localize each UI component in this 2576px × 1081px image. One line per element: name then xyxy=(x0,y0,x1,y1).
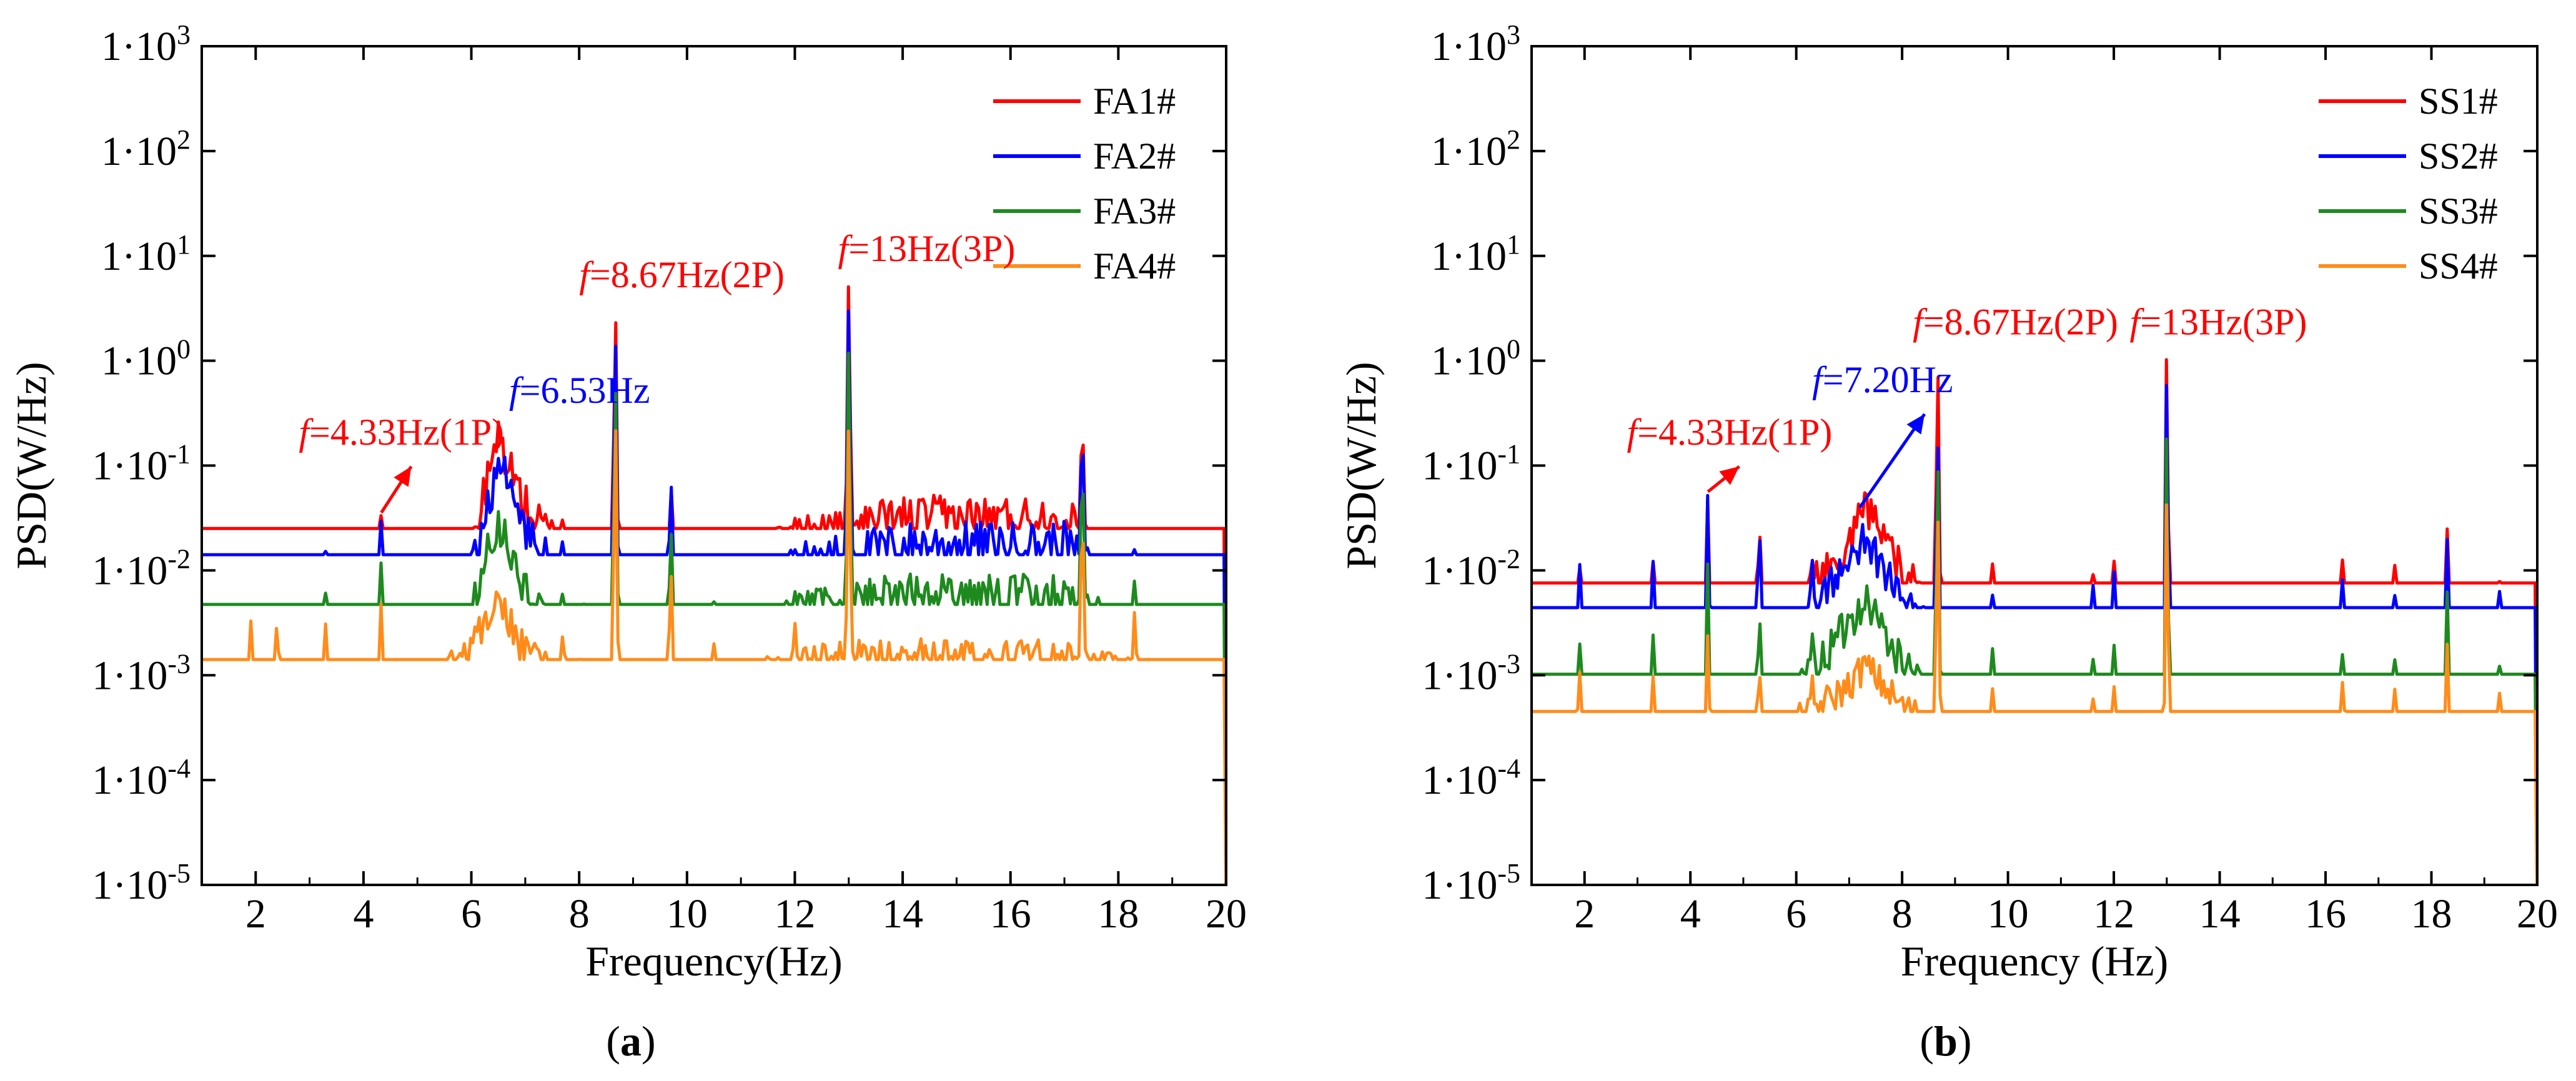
y-tick-label: 1·102 xyxy=(1431,124,1520,174)
y-tick-label: 1·100 xyxy=(101,334,191,384)
y-tick-label: 1·10-3 xyxy=(92,648,191,698)
y-axis-label: PSD(W/Hz) xyxy=(7,362,55,569)
legend-label: FA1# xyxy=(1093,81,1176,122)
y-tick-label: 1·10-5 xyxy=(92,858,191,908)
legend-label: FA2# xyxy=(1093,136,1176,177)
annotation-arrow xyxy=(1858,413,1926,509)
annotation-arrowhead xyxy=(1719,466,1740,485)
y-tick-label: 1·10-4 xyxy=(1422,753,1520,803)
series-line-SS2# xyxy=(1532,383,2537,885)
panel-label: (a) xyxy=(606,1017,655,1065)
x-tick-label: 20 xyxy=(1206,891,1247,937)
legend-label: FA4# xyxy=(1093,245,1176,287)
x-tick-label: 4 xyxy=(1680,891,1701,937)
plot-area xyxy=(202,285,1226,885)
peak-annotation: f=13Hz(3P) xyxy=(838,228,1016,269)
chart-panel-b: 2 4 6 8 10 12 14 16 18 20 1·10-5 1·10-4 1·10-3 1·10-2… xyxy=(1337,19,2558,1065)
x-tick-label: 20 xyxy=(2517,891,2558,937)
series-line-FA4# xyxy=(202,429,1226,885)
x-tick-label: 14 xyxy=(2199,891,2241,937)
peak-annotation: f=13Hz(3P) xyxy=(2130,302,2307,343)
y-tick-label: 1·102 xyxy=(101,124,191,174)
peak-annotation: f=8.67Hz(2P) xyxy=(1913,302,2118,343)
series-line-FA1# xyxy=(202,285,1226,885)
x-tick-label: 10 xyxy=(1988,891,2029,937)
annotation-arrowhead xyxy=(1906,413,1925,435)
y-tick-label: 1·10-4 xyxy=(92,753,191,803)
x-tick-label: 6 xyxy=(461,891,482,937)
x-tick-label: 16 xyxy=(2305,891,2346,937)
plot-frame xyxy=(201,45,1227,886)
legend-label: SS3# xyxy=(2419,190,2498,232)
x-tick-label: 2 xyxy=(1574,891,1595,937)
series-line-SS3# xyxy=(1532,437,2537,885)
y-tick-label: 1·103 xyxy=(101,19,191,69)
y-tick-label: 1·101 xyxy=(101,229,191,279)
x-tick-label: 2 xyxy=(245,891,266,937)
peak-annotation: f=8.67Hz(2P) xyxy=(579,254,785,295)
x-tick-label: 6 xyxy=(1786,891,1806,937)
peak-annotation: f=7.20Hz xyxy=(1812,359,1953,400)
legend-label: FA3# xyxy=(1093,190,1176,232)
x-tick-label: 14 xyxy=(882,891,923,937)
y-tick-label: 1·10-3 xyxy=(1422,648,1520,698)
panel-label: (b) xyxy=(1920,1017,1971,1065)
y-tick-label: 1·10-2 xyxy=(1422,543,1520,593)
series-line-FA3# xyxy=(202,352,1226,885)
plot-frame xyxy=(1530,45,2539,886)
peak-annotation: f=6.53Hz xyxy=(509,370,650,411)
legend-label: SS4# xyxy=(2419,245,2498,287)
y-tick-label: 1·10-5 xyxy=(1422,858,1520,908)
x-tick-label: 18 xyxy=(1097,891,1139,937)
y-tick-label: 1·10-1 xyxy=(92,439,191,489)
legend-label: SS2# xyxy=(2419,136,2498,177)
y-tick-label: 1·101 xyxy=(1431,229,1520,279)
x-tick-label: 4 xyxy=(353,891,374,937)
x-tick-label: 12 xyxy=(774,891,815,937)
chart-panel-a: 2 4 6 8 10 12 14 16 18 20 1·10-5 1·10-4 1·10-3 1·10-2… xyxy=(7,19,1247,1065)
series-line-SS1# xyxy=(1532,358,2537,885)
y-axis-label: PSD(W/Hz) xyxy=(1337,362,1385,569)
peak-annotation: f=4.33Hz(1P) xyxy=(1627,412,1833,453)
x-tick-label: 12 xyxy=(2093,891,2134,937)
y-tick-label: 1·10-1 xyxy=(1422,439,1520,489)
x-tick-label: 16 xyxy=(990,891,1031,937)
y-tick-label: 1·100 xyxy=(1431,334,1520,384)
x-tick-label: 8 xyxy=(1892,891,1913,937)
x-axis-label: Frequency(Hz) xyxy=(585,937,843,985)
series-line-FA2# xyxy=(202,309,1226,885)
legend-label: SS1# xyxy=(2419,81,2498,122)
y-tick-label: 1·10-2 xyxy=(92,543,191,593)
plot-area xyxy=(1532,358,2537,885)
y-tick-label: 1·103 xyxy=(1431,19,1520,69)
x-tick-label: 8 xyxy=(569,891,590,937)
annotation-arrowhead xyxy=(394,466,412,487)
x-tick-label: 10 xyxy=(666,891,708,937)
x-tick-label: 18 xyxy=(2411,891,2452,937)
peak-annotation: f=4.33Hz(1P) xyxy=(299,412,504,453)
x-axis-label: Frequency (Hz) xyxy=(1901,937,2169,985)
series-line-SS4# xyxy=(1532,503,2537,885)
